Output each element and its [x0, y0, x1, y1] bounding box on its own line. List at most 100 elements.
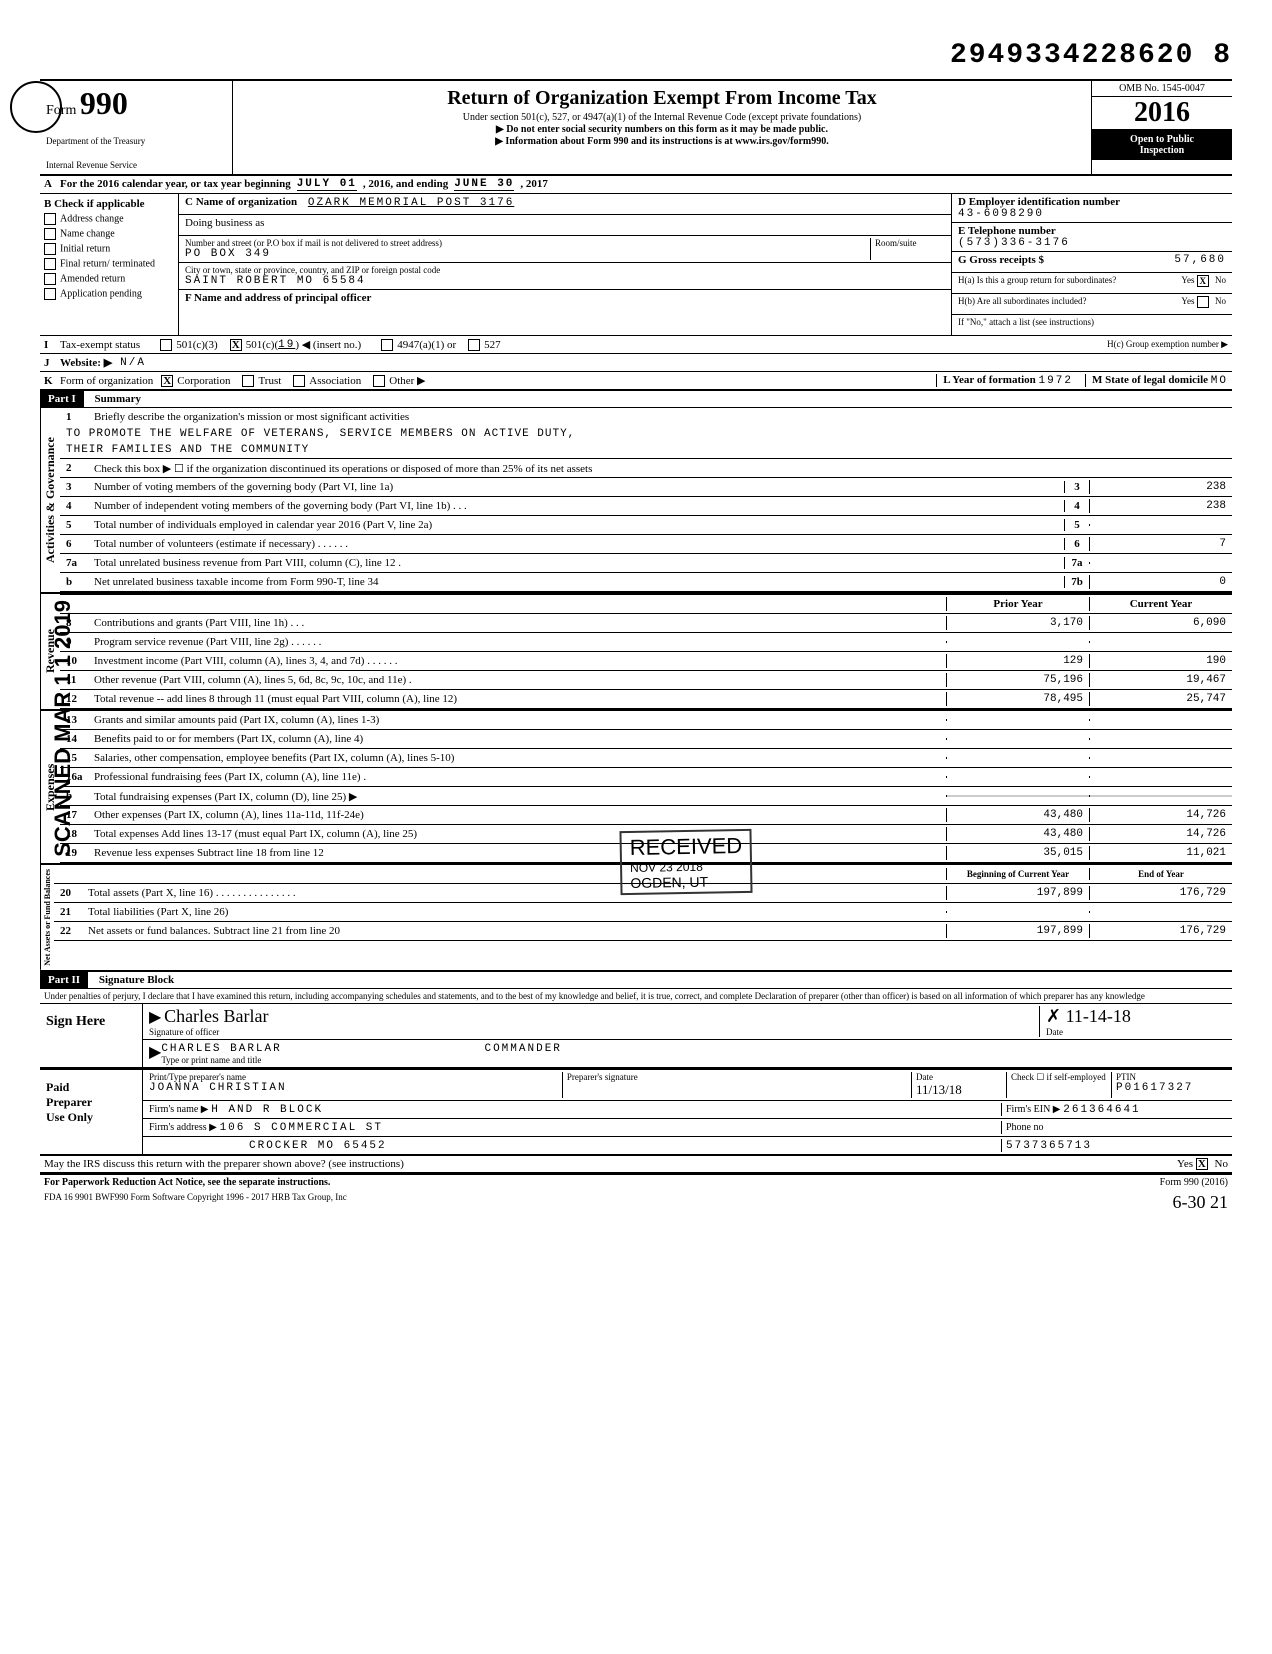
- officer-sig-line: ▶ Charles Barlar Signature of officer ✗ …: [143, 1004, 1232, 1040]
- exp-line-13: 13Grants and similar amounts paid (Part …: [60, 711, 1232, 730]
- scanned-stamp: SCANNED MAR 1 1 2019: [50, 600, 76, 857]
- officer-name-line: ▶ CHARLES BARLAR COMMANDER Type or print…: [143, 1040, 1232, 1067]
- state-domicile: MO: [1211, 375, 1228, 387]
- begin-year-header: Beginning of Current Year: [946, 868, 1089, 880]
- row-a-mid: , 2016, and ending: [363, 178, 448, 191]
- street-value: PO BOX 349: [185, 248, 870, 260]
- net-line-22: 22Net assets or fund balances. Subtract …: [54, 922, 1232, 941]
- website-value: N/A: [120, 357, 146, 369]
- cb-application-pending[interactable]: Application pending: [44, 288, 174, 300]
- opt-501c-num: 19: [278, 339, 295, 351]
- ein-cell: D Employer identification number 43-6098…: [952, 194, 1232, 223]
- part-2-header: Part II Signature Block: [40, 972, 1232, 989]
- city-label: City or town, state or province, country…: [185, 265, 945, 275]
- part2-title: Signature Block: [99, 974, 174, 986]
- gov-line-7a: 7aTotal unrelated business revenue from …: [60, 554, 1232, 573]
- opt-other: Other ▶: [389, 374, 425, 387]
- cb-trust[interactable]: [242, 375, 254, 387]
- org-name-cell: C Name of organization OZARK MEMORIAL PO…: [179, 194, 951, 215]
- line2-desc: Check this box ▶ ☐ if the organization d…: [90, 461, 1232, 476]
- part1-title: Summary: [95, 393, 141, 405]
- hb-label: H(b) Are all subordinates included?: [958, 296, 1086, 312]
- print-label: Print/Type preparer's name: [149, 1072, 562, 1082]
- tax-year: 2016: [1092, 97, 1232, 130]
- gov-line-5: 5Total number of individuals employed in…: [60, 516, 1232, 535]
- netassets-vert-label: Net Assets or Fund Balances: [40, 865, 54, 970]
- officer-title: COMMANDER: [484, 1043, 561, 1055]
- part-1-header: Part I Summary: [40, 391, 1232, 408]
- received-stamp: RECEIVED NOV 23 2018 OGDEN, UT: [619, 829, 753, 895]
- sig-label: Signature of officer: [149, 1027, 1039, 1037]
- gov-line-6: 6Total number of volunteers (estimate if…: [60, 535, 1232, 554]
- row-a-endyear: , 2017: [520, 178, 548, 191]
- cb-501c3[interactable]: [160, 339, 172, 351]
- cb-final-return[interactable]: Final return/ terminated: [44, 258, 174, 270]
- exp-line-16a: 16aProfessional fundraising fees (Part I…: [60, 768, 1232, 787]
- section-bcdefgh: B Check if applicable Address change Nam…: [40, 194, 1232, 336]
- rev-line-8: 8Contributions and grants (Part VIII, li…: [60, 614, 1232, 633]
- self-employed-check[interactable]: Check ☐ if self-employed: [1007, 1072, 1112, 1098]
- cb-501c[interactable]: X: [230, 339, 242, 351]
- d-label: D Employer identification number: [958, 196, 1226, 208]
- firm-phone: 5737365713: [1006, 1140, 1092, 1152]
- header-right: OMB No. 1545-0047 2016 Open to Public In…: [1091, 81, 1232, 174]
- cb-name-change[interactable]: Name change: [44, 228, 174, 240]
- cb-association[interactable]: [293, 375, 305, 387]
- b-heading: Check if applicable: [54, 198, 144, 210]
- exp-line-17: 17Other expenses (Part IX, column (A), l…: [60, 806, 1232, 825]
- revenue-section: Revenue Prior Year Current Year 8Contrib…: [40, 594, 1232, 711]
- column-c: C Name of organization OZARK MEMORIAL PO…: [179, 194, 951, 335]
- opt-trust: Trust: [258, 375, 281, 387]
- governance-body: 1 Briefly describe the organization's mi…: [60, 408, 1232, 592]
- discuss-row: May the IRS discuss this return with the…: [40, 1155, 1232, 1173]
- date-label: Date: [1046, 1027, 1226, 1037]
- gov-line-3: 3Number of voting members of the governi…: [60, 478, 1232, 497]
- ha-yes-no[interactable]: Yes X No: [1181, 275, 1226, 291]
- column-de: D Employer identification number 43-6098…: [951, 194, 1232, 335]
- k-label: K: [44, 375, 60, 387]
- subtitle-1: Under section 501(c), 527, or 4947(a)(1)…: [237, 112, 1087, 123]
- phone-value: (573)336-3176: [958, 237, 1226, 249]
- opt-501c3: 501(c)(3): [176, 339, 218, 351]
- governance-section: Activities & Governance 1 Briefly descri…: [40, 408, 1232, 594]
- year-formation: 1972: [1039, 375, 1073, 387]
- ptin-label: PTIN: [1116, 1072, 1226, 1082]
- governance-vert-label: Activities & Governance: [40, 408, 60, 592]
- open-line1: Open to Public: [1096, 134, 1228, 145]
- rev-line-10: 10Investment income (Part VIII, column (…: [60, 652, 1232, 671]
- form-ref: Form 990 (2016): [1160, 1177, 1228, 1188]
- phone-cell: E Telephone number (573)336-3176: [952, 223, 1232, 252]
- row-a-pre: For the 2016 calendar year, or tax year …: [60, 178, 291, 191]
- current-year-header: Current Year: [1089, 597, 1232, 611]
- rev-line-9: 9Program service revenue (Part VIII, lin…: [60, 633, 1232, 652]
- cb-amended-return[interactable]: Amended return: [44, 273, 174, 285]
- i-text: Tax-exempt status: [60, 339, 140, 351]
- subtitle-3: ▶ Information about Form 990 and its ins…: [237, 136, 1087, 147]
- cb-4947[interactable]: [381, 339, 393, 351]
- cb-address-change[interactable]: Address change: [44, 213, 174, 225]
- dept-irs: Internal Revenue Service: [46, 160, 226, 170]
- discuss-yes-no[interactable]: Yes X No: [1177, 1158, 1228, 1170]
- column-b: B Check if applicable Address change Nam…: [40, 194, 179, 335]
- name-label: Type or print name and title: [161, 1055, 1226, 1065]
- cb-other[interactable]: [373, 375, 385, 387]
- open-line2: Inspection: [1096, 145, 1228, 156]
- preparer-name: JOANNA CHRISTIAN: [149, 1082, 562, 1094]
- perjury-text: Under penalties of perjury, I declare th…: [40, 989, 1232, 1004]
- form-header: Form 990 Department of the Treasury Inte…: [40, 79, 1232, 176]
- cb-initial-return[interactable]: Initial return: [44, 243, 174, 255]
- room-label: Room/suite: [870, 238, 945, 260]
- gov-line-4: 4Number of independent voting members of…: [60, 497, 1232, 516]
- cb-527[interactable]: [468, 339, 480, 351]
- exp-line-b: bTotal fundraising expenses (Part IX, co…: [60, 787, 1232, 806]
- preparer-line1: Print/Type preparer's name JOANNA CHRIST…: [143, 1070, 1232, 1101]
- cb-corporation[interactable]: X: [161, 375, 173, 387]
- document-locator-number: 2949334228620 8: [40, 40, 1232, 71]
- row-a: A For the 2016 calendar year, or tax yea…: [40, 176, 1232, 194]
- row-k: K Form of organization XCorporation Trus…: [40, 372, 1232, 391]
- revenue-body: Prior Year Current Year 8Contributions a…: [60, 594, 1232, 709]
- hb-yes-no[interactable]: Yes No: [1181, 296, 1226, 312]
- paperwork-row: For Paperwork Reduction Act Notice, see …: [40, 1173, 1232, 1190]
- rev-line-11: 11Other revenue (Part VIII, column (A), …: [60, 671, 1232, 690]
- mission-line2: THEIR FAMILIES AND THE COMMUNITY: [60, 442, 1232, 459]
